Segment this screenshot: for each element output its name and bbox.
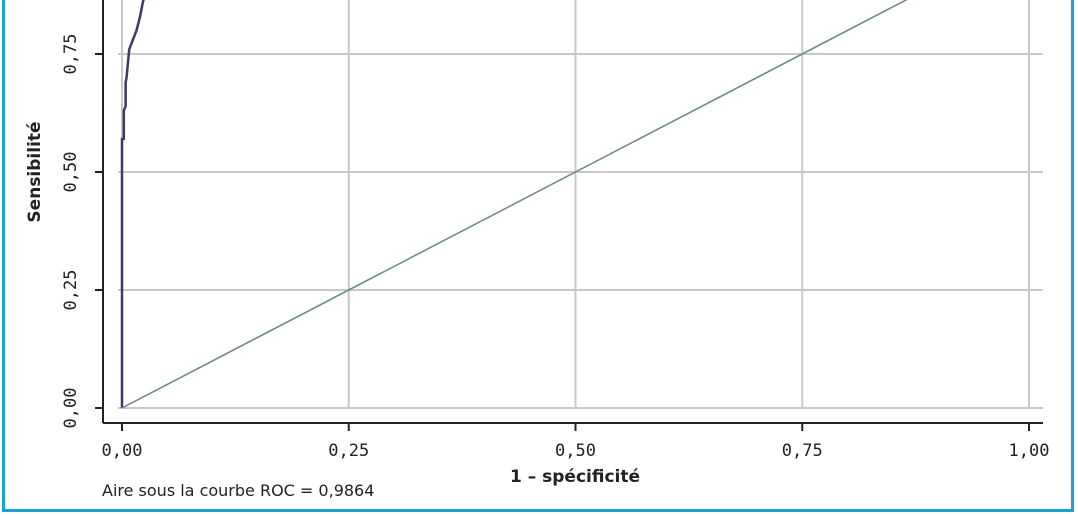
grid-lines [118, 0, 1043, 409]
y-tick-label-3: 0,75 [61, 34, 81, 75]
y-tick-label-2: 0,50 [61, 152, 81, 193]
x-tick-label-4: 1,00 [1009, 441, 1050, 461]
y-tick-label-0: 0,00 [61, 388, 81, 429]
x-tick-label-3: 0,75 [782, 441, 823, 461]
x-axis-title: 1 – spécificité [510, 467, 640, 487]
y-axis-title: Sensibilité [25, 121, 45, 222]
auc-annotation: Aire sous la courbe ROC = 0,9864 [102, 481, 374, 500]
x-tick-label-2: 0,50 [555, 441, 596, 461]
x-tick-label-1: 0,25 [328, 441, 369, 461]
reference-diagonal-line [121, 0, 908, 409]
roc-curve-line [120, 0, 145, 408]
axes [95, 0, 1043, 431]
series-layer [120, 0, 908, 409]
tick-labels: 0,00 0,25 0,50 0,75 1,00 0,00 0,25 0,50 0,75 [61, 34, 1049, 461]
x-tick-label-0: 0,00 [102, 441, 143, 461]
y-tick-label-1: 0,25 [61, 270, 81, 311]
